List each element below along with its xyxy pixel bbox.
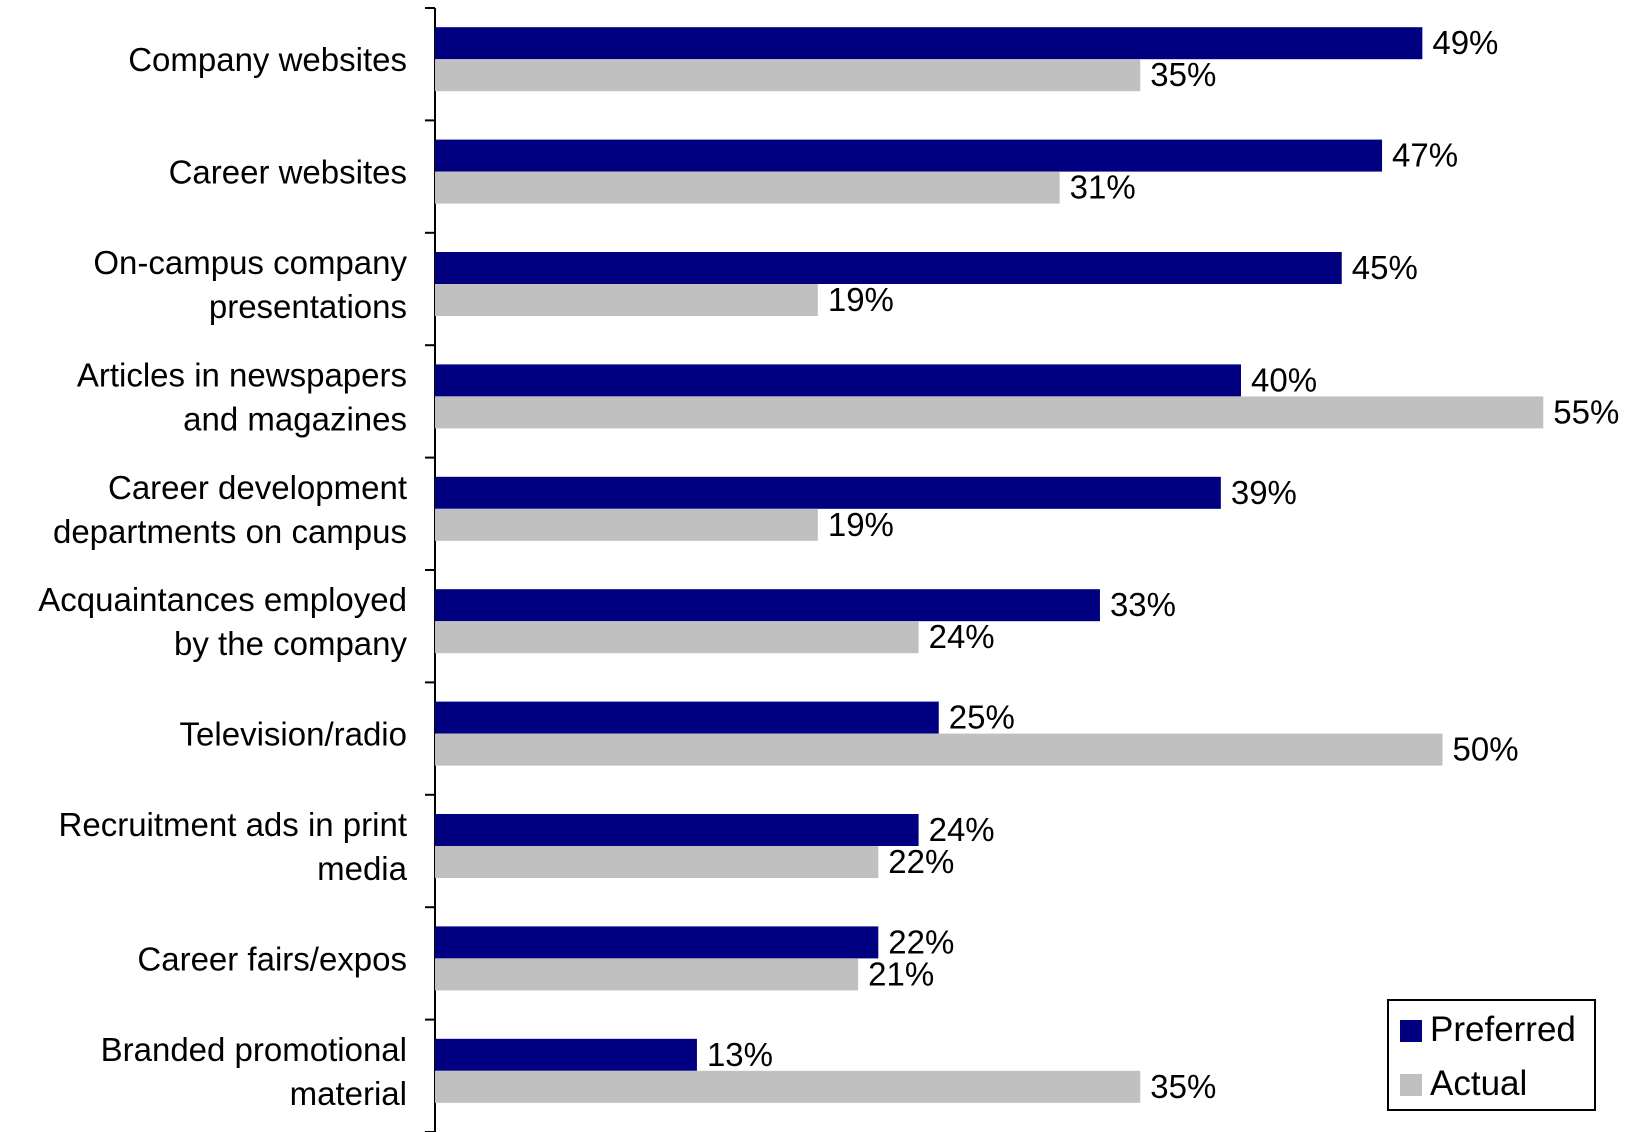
bar-actual [435,59,1141,92]
data-label-actual: 19% [828,506,894,543]
category-label: Articles in newspapers and magazines [77,356,407,437]
data-label-preferred: 24% [929,811,995,848]
category-label: Career websites [169,154,407,191]
data-label-preferred: 40% [1251,361,1317,398]
bar-preferred [435,589,1100,622]
legend-swatch-actual [1400,1074,1422,1096]
bar-actual [435,284,818,316]
data-label-actual: 22% [888,843,954,880]
bar-actual [435,958,859,991]
data-label-preferred: 25% [949,699,1015,736]
bar-preferred [435,814,919,846]
bar-preferred [435,476,1221,509]
data-label-actual: 35% [1150,1068,1216,1105]
bar-preferred [435,252,1342,284]
data-label-preferred: 39% [1231,474,1297,511]
data-label-actual: 24% [929,618,995,655]
bar-preferred [435,364,1241,397]
legend-swatch-preferred [1400,1020,1422,1042]
bar-actual [435,621,919,654]
category-label: Company websites [128,41,407,78]
bar-preferred [435,139,1383,172]
data-label-preferred: 45% [1352,249,1418,286]
data-label-actual: 21% [868,955,934,992]
data-label-preferred: 13% [707,1036,773,1073]
bar-actual [435,396,1544,429]
bar-actual [435,508,818,541]
data-label-preferred: 49% [1432,24,1498,61]
bar-preferred [435,926,879,959]
bar-actual [435,846,879,878]
category-axis [425,7,436,1132]
bar-preferred [435,27,1423,60]
category-label: Television/radio [180,716,407,753]
bars [435,27,1544,1103]
category-label: Career development departments on campus [53,469,407,550]
data-label-actual: 19% [828,281,894,318]
bar-actual [435,1070,1141,1103]
data-label-preferred: 22% [888,923,954,960]
legend-label-actual: Actual [1430,1064,1527,1103]
bar-actual [435,733,1443,766]
category-label: On-campus company presentations [93,244,407,325]
bar-preferred [435,701,939,734]
data-label-actual: 55% [1553,393,1619,430]
bar-preferred [435,1038,697,1071]
data-label-actual: 31% [1070,169,1136,206]
data-label-actual: 50% [1453,731,1519,768]
data-label-actual: 35% [1150,56,1216,93]
legend: Preferred Actual [1387,999,1596,1111]
data-label-preferred: 33% [1110,586,1176,623]
legend-label-preferred: Preferred [1430,1010,1576,1049]
category-label: Branded promotional material [101,1031,407,1112]
labels: Company websites 49% 35% Career websites 47%… [38,24,1619,1112]
bar-actual [435,171,1060,204]
category-label: Career fairs/expos [137,940,407,977]
category-label: Acquaintances employed by the company [38,581,407,662]
legend-frame [1387,999,1596,1111]
data-label-preferred: 47% [1392,137,1458,174]
category-label: Recruitment ads in print media [59,806,408,887]
